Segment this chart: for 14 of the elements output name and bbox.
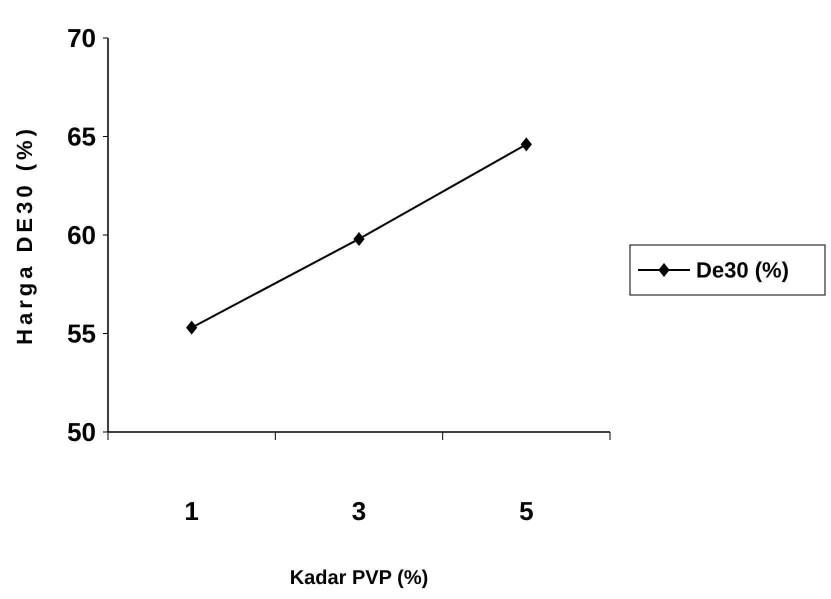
x-axis-title: Kadar PVP (%) <box>290 567 428 589</box>
y-tick-label: 70 <box>67 23 96 54</box>
point <box>186 320 198 335</box>
y-tick-label: 50 <box>67 417 96 448</box>
y-tick-label: 60 <box>67 220 96 250</box>
y-tick-label: 65 <box>67 122 96 152</box>
y-axis-title: Harga DE30 (%) <box>12 125 37 345</box>
y-tick-label: 55 <box>67 318 96 349</box>
x-tick-label: 3 <box>352 496 366 526</box>
x-tick-label: 5 <box>519 496 534 526</box>
x-tick-label: 1 <box>184 496 199 526</box>
point <box>520 137 532 152</box>
point <box>353 232 365 246</box>
legend-label: De30 (%) <box>696 258 789 283</box>
